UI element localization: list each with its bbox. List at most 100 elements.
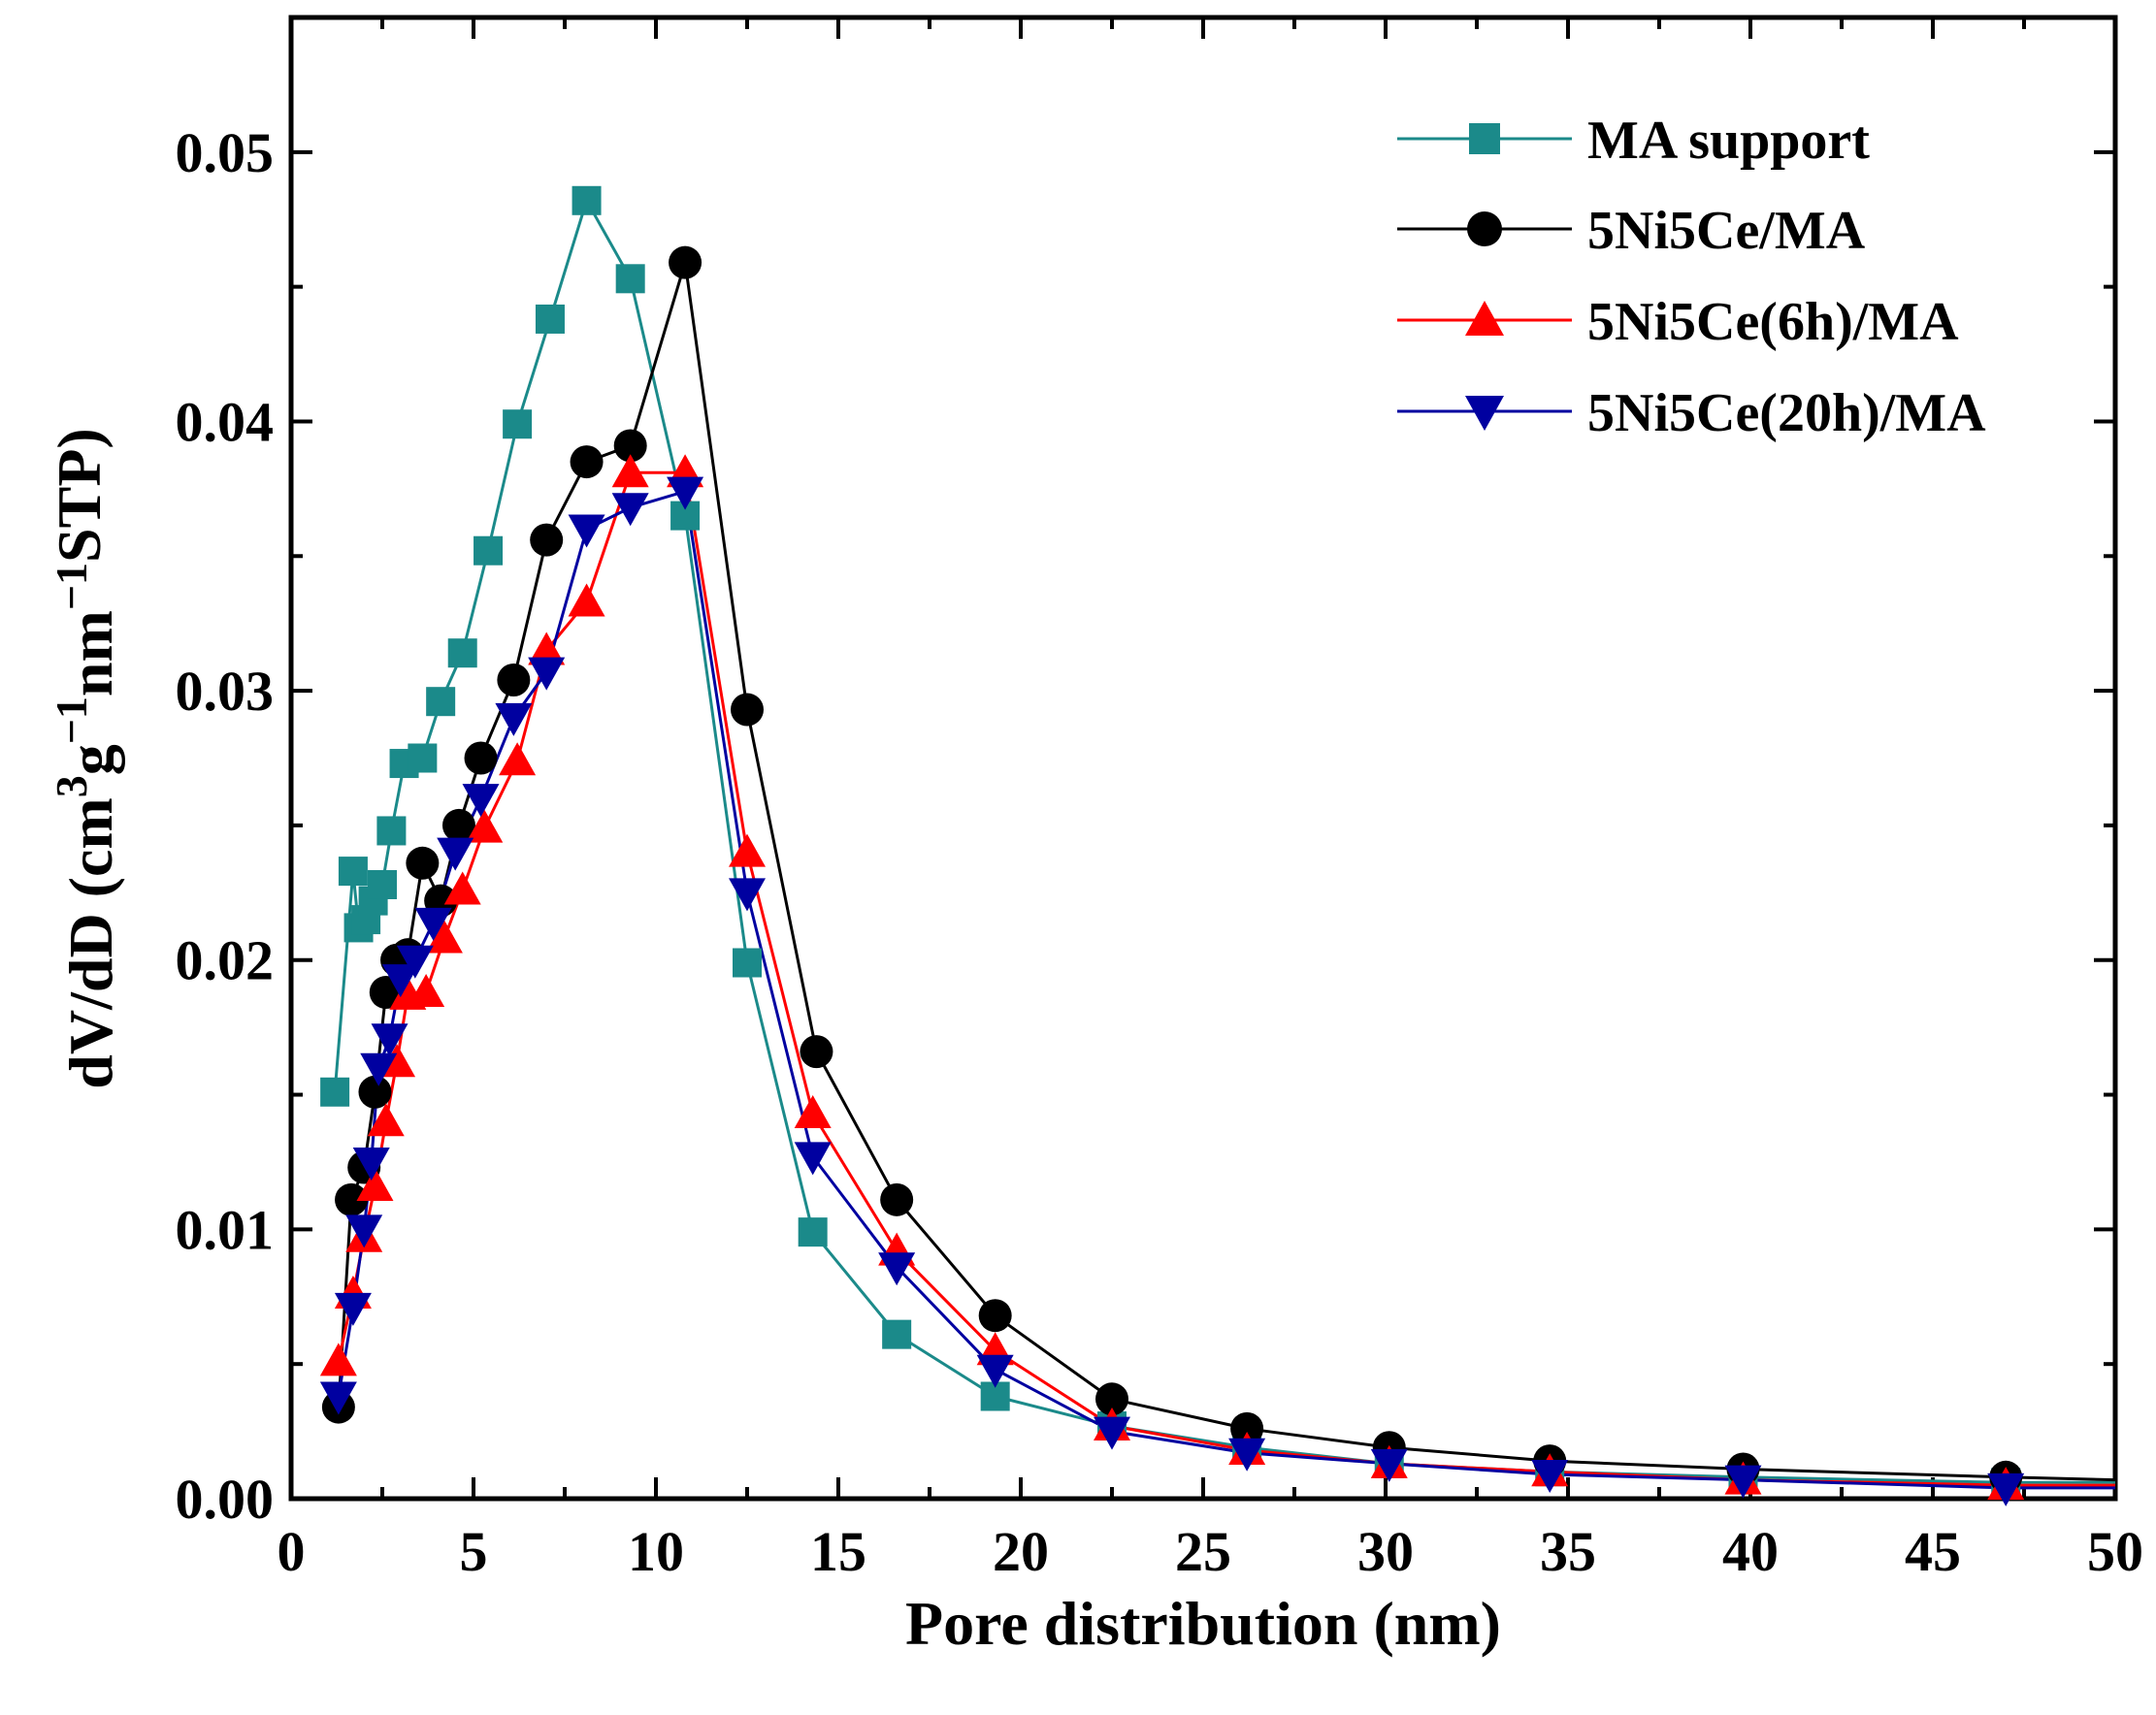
data-point-5ni5ce-ma	[669, 245, 702, 279]
legend-label-5ni5ce-6h-ma: 5Ni5Ce(6h)/MA	[1587, 292, 1959, 352]
x-tick-label: 40	[1722, 1520, 1779, 1583]
legend-entry-ma-support: MA support	[1397, 111, 1870, 171]
data-point-ma-support	[882, 1319, 912, 1349]
data-point-5ni5ce-20h-ma	[462, 784, 500, 818]
data-point-5ni5ce-20h-ma	[611, 493, 649, 527]
data-point-5ni5ce-20h-ma	[1370, 1448, 1408, 1482]
x-tick-label: 5	[460, 1520, 488, 1583]
y-tick-label: 0.04	[176, 390, 275, 453]
data-point-ma-support	[733, 948, 762, 978]
series-line-5ni5ce-20h-ma	[337, 490, 2115, 1490]
x-tick-label: 0	[278, 1520, 306, 1583]
series-markers	[319, 185, 2025, 1506]
tick-labels: 0 5 10 15 20 25 30 35 40 45 50 0.00 0.01 0.02 0.03 0.04…	[176, 121, 2144, 1583]
data-point-ma-support	[338, 857, 368, 887]
data-point-5ni5ce-20h-ma	[437, 837, 474, 871]
data-point-5ni5ce-6h-ma	[319, 1343, 357, 1376]
data-point-5ni5ce-6h-ma	[356, 1167, 394, 1201]
data-point-5ni5ce-6h-ma	[425, 920, 463, 954]
data-point-5ni5ce-ma	[1095, 1382, 1128, 1416]
x-tick-label: 45	[1905, 1520, 1961, 1583]
data-point-5ni5ce-20h-ma	[878, 1252, 916, 1286]
data-point-5ni5ce-20h-ma	[360, 1052, 398, 1086]
y-axis-label: dV/dD (cm3g−1nm−1STP)	[45, 428, 125, 1088]
data-point-5ni5ce-6h-ma	[367, 1103, 405, 1137]
data-point-5ni5ce-ma	[335, 1182, 369, 1216]
data-point-5ni5ce-20h-ma	[1531, 1460, 1569, 1494]
legend-marker-5ni5ce-6h-ma	[1465, 301, 1504, 336]
data-point-ma-support	[572, 185, 602, 215]
data-point-5ni5ce-20h-ma	[319, 1381, 357, 1415]
data-point-5ni5ce-20h-ma	[1724, 1465, 1762, 1499]
data-point-5ni5ce-20h-ma	[794, 1142, 832, 1176]
data-point-5ni5ce-ma	[570, 445, 604, 479]
y-tick-label: 0.05	[176, 121, 275, 184]
x-tick-label: 50	[2087, 1520, 2143, 1583]
y-tick-label: 0.03	[176, 660, 275, 723]
data-point-5ni5ce-20h-ma	[345, 1214, 383, 1248]
y-label-part-4: STP)	[45, 428, 114, 563]
data-point-5ni5ce-ma	[731, 693, 764, 727]
legend-marker-5ni5ce-ma	[1467, 211, 1502, 246]
x-tick-label: 10	[628, 1520, 684, 1583]
legend-label-ma-support: MA support	[1587, 111, 1870, 171]
data-point-5ni5ce-20h-ma	[1228, 1438, 1266, 1472]
y-label-sup-1: 3	[47, 775, 96, 797]
x-tick-label: 20	[993, 1520, 1049, 1583]
data-point-5ni5ce-20h-ma	[528, 657, 566, 691]
data-point-ma-support	[376, 816, 407, 846]
data-point-5ni5ce-20h-ma	[1094, 1416, 1130, 1450]
data-point-5ni5ce-ma	[613, 429, 647, 463]
data-point-5ni5ce-6h-ma	[466, 809, 504, 843]
series-markers-5ni5ce-6h-ma	[319, 454, 2025, 1501]
data-point-5ni5ce-ma	[880, 1182, 914, 1216]
data-point-5ni5ce-6h-ma	[443, 871, 481, 905]
data-point-5ni5ce-20h-ma	[495, 702, 533, 736]
y-tick-label: 0.02	[176, 929, 275, 992]
data-point-5ni5ce-ma	[978, 1299, 1012, 1333]
data-point-5ni5ce-6h-ma	[528, 631, 566, 665]
series-line-5ni5ce-ma	[337, 261, 2116, 1482]
series-markers-5ni5ce-20h-ma	[319, 476, 2025, 1506]
data-point-5ni5ce-ma	[1230, 1411, 1264, 1445]
data-point-5ni5ce-ma	[441, 808, 475, 842]
data-point-5ni5ce-6h-ma	[499, 742, 537, 776]
data-point-ma-support	[408, 743, 438, 773]
data-point-5ni5ce-20h-ma	[371, 1023, 408, 1057]
data-point-ma-support	[615, 264, 645, 294]
data-point-5ni5ce-6h-ma	[794, 1094, 832, 1128]
x-tick-label: 30	[1357, 1520, 1414, 1583]
legend-marker-5ni5ce-20h-ma	[1465, 396, 1504, 431]
data-point-ma-support	[426, 687, 456, 717]
data-point-5ni5ce-20h-ma	[396, 945, 434, 979]
data-point-ma-support	[503, 409, 533, 439]
legend-entry-5ni5ce-6h-ma: 5Ni5Ce(6h)/MA	[1397, 292, 1959, 352]
data-point-5ni5ce-ma	[358, 1075, 392, 1109]
x-axis-label: Pore distribution (nm)	[905, 1589, 1501, 1658]
data-point-5ni5ce-6h-ma	[611, 454, 649, 488]
x-tick-label: 25	[1175, 1520, 1231, 1583]
ticks	[289, 16, 2117, 1501]
data-point-5ni5ce-6h-ma	[568, 583, 605, 617]
legend: MA support 5Ni5Ce/MA 5Ni5Ce(6h)/MA 5Ni5C…	[1397, 111, 1986, 443]
data-point-5ni5ce-20h-ma	[667, 476, 704, 510]
data-point-5ni5ce-20h-ma	[334, 1292, 372, 1326]
data-point-5ni5ce-ma	[800, 1035, 833, 1069]
data-point-5ni5ce-ma	[464, 741, 498, 775]
data-point-5ni5ce-20h-ma	[976, 1354, 1014, 1388]
data-point-ma-support	[447, 638, 477, 668]
legend-entry-5ni5ce-20h-ma: 5Ni5Ce(20h)/MA	[1397, 383, 1986, 443]
y-tick-label: 0.01	[176, 1198, 275, 1261]
data-point-ma-support	[535, 304, 565, 334]
data-point-ma-support	[798, 1217, 828, 1247]
data-point-5ni5ce-ma	[530, 523, 564, 557]
series-line-5ni5ce-6h-ma	[337, 470, 2115, 1487]
y-label-sup-2: −1	[47, 696, 96, 744]
data-point-5ni5ce-20h-ma	[1987, 1472, 2025, 1506]
data-point-5ni5ce-20h-ma	[381, 964, 419, 998]
x-tick-label: 15	[810, 1520, 866, 1583]
y-label-sup-3: −1	[47, 563, 96, 610]
y-tick-label: 0.00	[176, 1468, 275, 1531]
